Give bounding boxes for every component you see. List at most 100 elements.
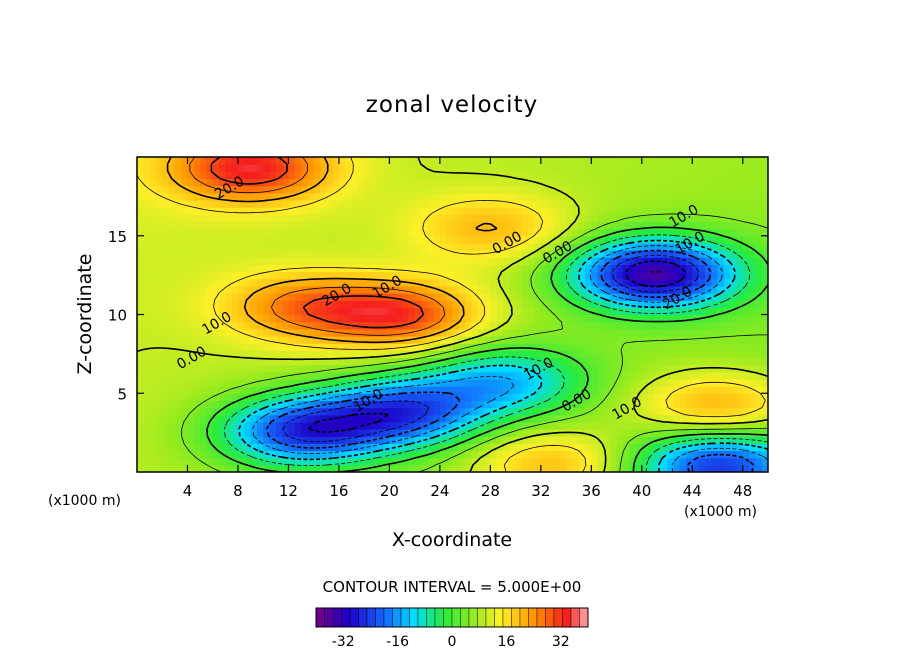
field-cell xyxy=(168,443,176,452)
field-cell xyxy=(723,300,731,308)
field-cell xyxy=(237,421,245,430)
field-cell xyxy=(534,421,542,430)
field-cell xyxy=(237,164,245,172)
field-cell xyxy=(452,378,460,387)
field-cell xyxy=(471,264,479,273)
field-cell xyxy=(603,378,611,387)
field-cell xyxy=(723,457,731,466)
field-cell xyxy=(458,393,466,402)
field-cell xyxy=(414,450,422,459)
field-cell xyxy=(319,171,327,180)
field-cell xyxy=(313,371,321,380)
field-cell xyxy=(181,343,189,351)
field-cell xyxy=(749,393,756,402)
field-cell xyxy=(446,457,454,466)
field-cell xyxy=(174,371,182,380)
field-cell xyxy=(338,178,346,187)
field-cell xyxy=(364,242,372,251)
field-cell xyxy=(187,257,195,265)
field-cell xyxy=(477,157,485,165)
field-cell xyxy=(143,443,151,452)
field-cell xyxy=(206,285,214,294)
field-cell xyxy=(515,400,523,409)
field-cell xyxy=(622,164,630,172)
field-cell xyxy=(168,178,176,187)
field-cell xyxy=(338,457,346,466)
field-cell xyxy=(414,214,422,223)
field-cell xyxy=(572,443,580,452)
field-cell xyxy=(149,457,157,466)
field-cell xyxy=(370,343,378,351)
field-cell xyxy=(174,264,182,273)
field-cell xyxy=(275,192,283,201)
field-cell xyxy=(446,264,454,273)
field-cell xyxy=(667,314,674,323)
field-cell xyxy=(187,371,195,380)
field-cell xyxy=(458,228,466,237)
field-cell xyxy=(730,164,738,172)
field-cell xyxy=(231,250,239,258)
field-cell xyxy=(256,300,264,308)
field-cell xyxy=(389,164,397,172)
field-cell xyxy=(490,464,498,472)
field-cell xyxy=(723,314,731,323)
field-cell xyxy=(730,271,738,280)
field-cell xyxy=(212,221,220,230)
field-cell xyxy=(294,278,302,287)
field-cell xyxy=(515,364,523,373)
field-cell xyxy=(641,429,649,437)
field-cell xyxy=(597,307,605,316)
field-cell xyxy=(591,164,599,172)
field-cell xyxy=(433,257,441,265)
field-cell xyxy=(187,171,195,180)
field-cell xyxy=(648,464,656,472)
field-cell xyxy=(383,264,390,273)
field-cell xyxy=(458,364,466,373)
field-cell xyxy=(332,285,340,294)
field-cell xyxy=(446,436,454,444)
field-cell xyxy=(313,185,321,194)
field-cell xyxy=(439,257,447,265)
field-cell xyxy=(572,328,580,337)
field-cell xyxy=(566,307,573,316)
field-cell xyxy=(603,436,611,444)
field-cell xyxy=(730,350,738,359)
field-cell xyxy=(263,264,271,273)
field-cell xyxy=(490,357,498,366)
field-cell xyxy=(269,214,277,223)
field-cell xyxy=(572,343,580,351)
field-cell xyxy=(641,450,649,459)
field-cell xyxy=(465,429,473,437)
field-cell xyxy=(603,443,611,452)
field-cell xyxy=(490,429,498,437)
field-cell xyxy=(231,335,239,344)
field-cell xyxy=(376,328,384,337)
field-cell xyxy=(452,307,460,316)
field-cell xyxy=(389,421,397,430)
field-cell xyxy=(471,436,479,444)
field-cell xyxy=(420,264,428,273)
field-cell xyxy=(376,207,384,215)
field-cell xyxy=(730,450,738,459)
field-cell xyxy=(219,443,226,452)
field-cell xyxy=(269,250,277,258)
field-cell xyxy=(521,335,529,344)
field-cell xyxy=(730,335,738,344)
field-cell xyxy=(711,328,719,337)
field-cell xyxy=(471,293,479,301)
field-cell xyxy=(137,235,144,244)
field-cell xyxy=(174,450,182,459)
field-cell xyxy=(212,350,220,359)
colorbar-swatch xyxy=(426,607,436,628)
field-cell xyxy=(250,386,258,394)
field-cell xyxy=(137,293,144,301)
field-cell xyxy=(338,335,346,344)
field-cell xyxy=(256,293,264,301)
field-cell xyxy=(288,178,296,187)
field-cell xyxy=(395,293,403,301)
field-cell xyxy=(458,436,466,444)
field-cell xyxy=(338,464,346,472)
field-cell xyxy=(496,264,504,273)
field-cell xyxy=(383,307,390,316)
field-cell xyxy=(648,429,656,437)
